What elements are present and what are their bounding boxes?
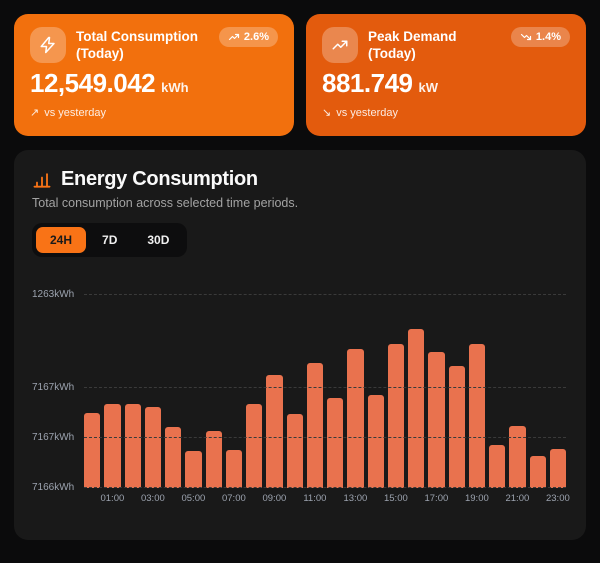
card-header: Total Consumption (Today) 2.6%	[30, 27, 278, 63]
x-tick-label: 03:00	[140, 493, 165, 504]
x-tick-label: 19:00	[464, 493, 489, 504]
badge-value: 1.4%	[535, 31, 561, 43]
card-value-row: 881.749 kW	[322, 68, 570, 99]
card-footnote: ↗ vs yesterday	[30, 106, 278, 120]
x-tick-label: 01:00	[100, 493, 125, 504]
bar-00:00[interactable]	[84, 413, 101, 488]
bar-15:00[interactable]	[387, 344, 404, 488]
bar-02:00[interactable]	[124, 404, 141, 488]
card-footnote: ↘ vs yesterday	[322, 106, 570, 120]
gridline	[84, 487, 566, 488]
bar-08:00[interactable]	[246, 404, 263, 488]
panel-title-row: Energy Consumption	[32, 168, 568, 191]
zap-icon	[30, 27, 66, 63]
stat-cards-row: Total Consumption (Today) 2.6% 12,549.04…	[14, 14, 586, 136]
footnote-text: vs yesterday	[44, 106, 106, 119]
x-tick-label: 15:00	[383, 493, 408, 504]
tab-30d[interactable]: 30D	[133, 227, 183, 253]
y-tick-label: 7166kWh	[32, 482, 75, 493]
bar-09:00[interactable]	[266, 375, 283, 488]
card-unit: kW	[418, 80, 438, 95]
x-tick-label	[246, 493, 262, 504]
bar-21:00[interactable]	[509, 426, 526, 488]
card-value-row: 12,549.042 kWh	[30, 68, 278, 99]
bar-04:00[interactable]	[165, 427, 182, 488]
panel-title: Energy Consumption	[61, 168, 258, 190]
x-tick-label: 09:00	[262, 493, 287, 504]
bar-07:00[interactable]	[225, 450, 242, 488]
y-tick-label: 1263kWh	[32, 289, 75, 300]
tab-7d[interactable]: 7D	[88, 227, 131, 253]
x-tick-label: 11:00	[303, 493, 327, 504]
arrow-up-right-icon: ↗	[30, 107, 40, 119]
x-tick-label	[84, 493, 100, 504]
trending-up-icon	[322, 27, 358, 63]
time-range-tabs: 24H 7D 30D	[32, 223, 188, 257]
x-tick-label	[489, 493, 505, 504]
gridline	[84, 387, 566, 388]
trend-badge: 2.6%	[218, 27, 278, 47]
bar-05:00[interactable]	[185, 451, 202, 488]
x-tick-label	[287, 493, 303, 504]
trending-up-icon	[228, 33, 240, 41]
bar-22:00[interactable]	[529, 456, 546, 488]
bar-23:00[interactable]	[549, 449, 566, 488]
x-tick-label: 13:00	[343, 493, 368, 504]
x-tick-label	[165, 493, 181, 504]
bar-19:00[interactable]	[468, 344, 485, 488]
bar-13:00[interactable]	[347, 349, 364, 488]
peak-demand-card: Peak Demand (Today) 1.4% 881.749 kW ↘ vs…	[306, 14, 586, 136]
bar-17:00[interactable]	[428, 352, 445, 488]
x-tick-label: 21:00	[505, 493, 530, 504]
card-value: 12,549.042	[30, 68, 156, 98]
card-unit: kWh	[161, 80, 189, 95]
y-tick-label: 7167kWh	[32, 382, 75, 393]
chart-plot: 7166kWh 7167kWh 7167kWh 1263kWh	[32, 283, 568, 493]
x-tick-label: 07:00	[221, 493, 246, 504]
card-header: Peak Demand (Today) 1.4%	[322, 27, 570, 63]
x-tick-label	[408, 493, 424, 504]
x-tick-label	[368, 493, 384, 504]
y-tick-label: 7167kWh	[32, 432, 75, 443]
x-tick-label	[449, 493, 465, 504]
x-tick-label	[206, 493, 222, 504]
bar-10:00[interactable]	[286, 414, 303, 488]
bar-03:00[interactable]	[144, 407, 161, 488]
footnote-text: vs yesterday	[336, 106, 398, 119]
panel-subtitle: Total consumption across selected time p…	[32, 196, 299, 210]
bar-20:00[interactable]	[489, 445, 506, 488]
x-tick-label	[327, 493, 343, 504]
bar-14:00[interactable]	[367, 395, 384, 488]
tab-24h[interactable]: 24H	[36, 227, 87, 253]
x-tick-label	[530, 493, 546, 504]
bar-chart: 7166kWh 7167kWh 7167kWh 1263kWh 01:00 03:00 0…	[32, 283, 570, 504]
trend-badge: 1.4%	[510, 27, 570, 47]
gridline	[84, 437, 566, 438]
x-tick-label: 17:00	[424, 493, 449, 504]
trending-down-icon	[520, 33, 532, 41]
x-tick-label: 23:00	[545, 493, 570, 504]
bars-container	[84, 288, 566, 488]
bar-12:00[interactable]	[327, 398, 344, 488]
total-consumption-card: Total Consumption (Today) 2.6% 12,549.04…	[14, 14, 294, 136]
gridline	[84, 294, 566, 295]
card-value: 881.749	[322, 68, 413, 98]
bar-16:00[interactable]	[408, 329, 425, 488]
x-tick-label: 05:00	[181, 493, 206, 504]
energy-consumption-panel: Energy Consumption Total consumption acr…	[14, 150, 586, 540]
x-axis: 01:00 03:00 05:00 07:00 09:00 11:00 13:00 15:00…	[84, 493, 570, 504]
badge-value: 2.6%	[243, 31, 269, 43]
card-title: Peak Demand (Today)	[368, 29, 457, 61]
x-tick-label	[125, 493, 141, 504]
bar-11:00[interactable]	[306, 363, 323, 488]
arrow-down-right-icon: ↘	[322, 107, 332, 119]
bar-06:00[interactable]	[205, 431, 222, 488]
card-title: Total Consumption (Today)	[76, 29, 198, 61]
bar-18:00[interactable]	[448, 366, 465, 488]
bar-01:00[interactable]	[104, 404, 121, 488]
bar-chart-icon	[33, 172, 51, 188]
